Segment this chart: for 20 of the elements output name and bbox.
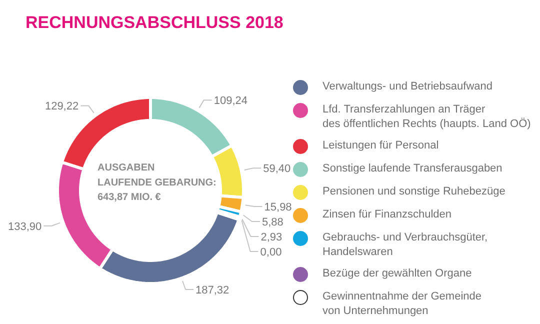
data-label: 5,88 <box>262 216 284 228</box>
data-label: 129,22 <box>44 100 79 113</box>
data-label: 109,24 <box>214 95 248 108</box>
text: 0,00 <box>260 246 282 258</box>
data-label: 59,40 <box>263 163 291 176</box>
legend-label: Zinsen für Finanzschulden <box>322 208 452 220</box>
legend-label: Verwaltungs- und Betriebsaufwand <box>322 80 492 92</box>
legend-label: Gebrauchs- und Verbrauchsgüter, Handelswaren <box>322 232 488 258</box>
data-label: 2,93 <box>260 231 282 244</box>
data-label: 133,90 <box>8 220 42 233</box>
text: AUSGABEN LAUFENDE GEBARUNG: 643,87 MIO. € <box>98 162 216 204</box>
legend-label: Bezüge der gewählten Organe <box>322 268 472 280</box>
chart-title: RECHNUNGSABSCHLUSS 2018 <box>26 13 284 32</box>
data-label: 187,32 <box>196 284 230 296</box>
data-label: 15,98 <box>264 201 292 214</box>
legend-label: Gewinnentnahme der Gemeinde von Unternehmungen <box>322 290 482 317</box>
legend-label: Leistungen für Personal <box>322 140 439 152</box>
legend-label: Sonstige laufende Transferausgaben <box>322 162 502 174</box>
legend-label: Pensionen und sonstige Ruhebezüge <box>322 186 506 198</box>
legend-label: Lfd. Transferzahlungen an Träger des öffentlichen Rechts (haupts. Land OÖ) <box>322 104 531 130</box>
